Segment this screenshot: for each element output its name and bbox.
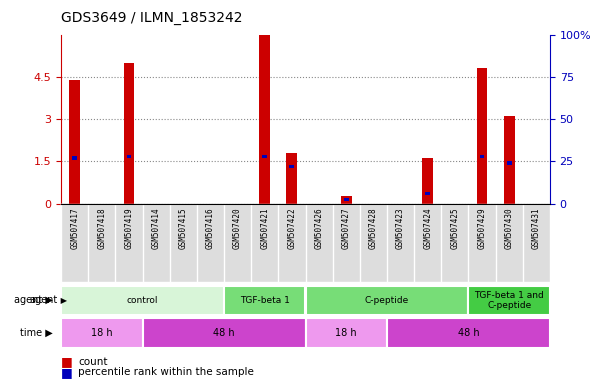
Text: GSM507423: GSM507423 (396, 207, 405, 249)
Text: time ▶: time ▶ (20, 328, 53, 338)
Text: 48 h: 48 h (458, 328, 479, 338)
Text: agent: agent (30, 295, 58, 306)
Bar (224, 286, 306, 315)
Text: GSM507416: GSM507416 (206, 207, 215, 249)
Bar (477, 68, 488, 204)
Text: GSM507419: GSM507419 (125, 207, 133, 249)
Bar (290, 165, 295, 168)
Bar (287, 153, 298, 204)
Text: C-peptide: C-peptide (365, 296, 409, 305)
Text: TGF-beta 1 and
C-peptide: TGF-beta 1 and C-peptide (474, 291, 544, 310)
Bar (61, 286, 224, 315)
Bar (387, 318, 550, 348)
Text: count: count (78, 357, 108, 367)
Text: GSM507417: GSM507417 (70, 207, 79, 249)
Bar (469, 286, 550, 315)
Text: GSM507421: GSM507421 (260, 207, 269, 249)
Text: 18 h: 18 h (91, 328, 112, 338)
Text: GSM507430: GSM507430 (505, 207, 514, 249)
Text: GSM507415: GSM507415 (179, 207, 188, 249)
Text: ■: ■ (61, 355, 73, 368)
Text: GSM507427: GSM507427 (342, 207, 351, 249)
Bar (425, 192, 430, 195)
Bar (142, 318, 306, 348)
Bar (306, 286, 469, 315)
Bar (503, 116, 514, 204)
Bar (259, 35, 270, 204)
Bar (341, 197, 352, 204)
Text: control: control (127, 296, 158, 305)
Text: GSM507424: GSM507424 (423, 207, 432, 249)
Text: GSM507418: GSM507418 (97, 207, 106, 249)
Bar (306, 318, 387, 348)
Text: GDS3649 / ILMN_1853242: GDS3649 / ILMN_1853242 (61, 11, 243, 25)
Bar (422, 159, 433, 204)
Bar (344, 198, 349, 201)
Text: ▶: ▶ (58, 296, 67, 305)
Text: GSM507414: GSM507414 (152, 207, 161, 249)
Text: GSM507422: GSM507422 (287, 207, 296, 249)
Bar (69, 79, 80, 204)
Text: GSM507431: GSM507431 (532, 207, 541, 249)
Text: TGF-beta 1: TGF-beta 1 (240, 296, 290, 305)
Text: 48 h: 48 h (213, 328, 235, 338)
Bar (126, 154, 131, 158)
Bar (507, 161, 511, 165)
Text: agent ▶: agent ▶ (14, 295, 53, 306)
Bar (480, 154, 485, 158)
Bar (262, 154, 267, 158)
Bar (72, 156, 77, 160)
Text: GSM507420: GSM507420 (233, 207, 242, 249)
Text: percentile rank within the sample: percentile rank within the sample (78, 367, 254, 377)
Text: GSM507426: GSM507426 (315, 207, 324, 249)
Bar (123, 63, 134, 204)
Text: 18 h: 18 h (335, 328, 357, 338)
Text: GSM507425: GSM507425 (450, 207, 459, 249)
Text: GSM507428: GSM507428 (369, 207, 378, 249)
Bar (61, 318, 142, 348)
Text: GSM507429: GSM507429 (478, 207, 486, 249)
Text: ■: ■ (61, 366, 73, 379)
